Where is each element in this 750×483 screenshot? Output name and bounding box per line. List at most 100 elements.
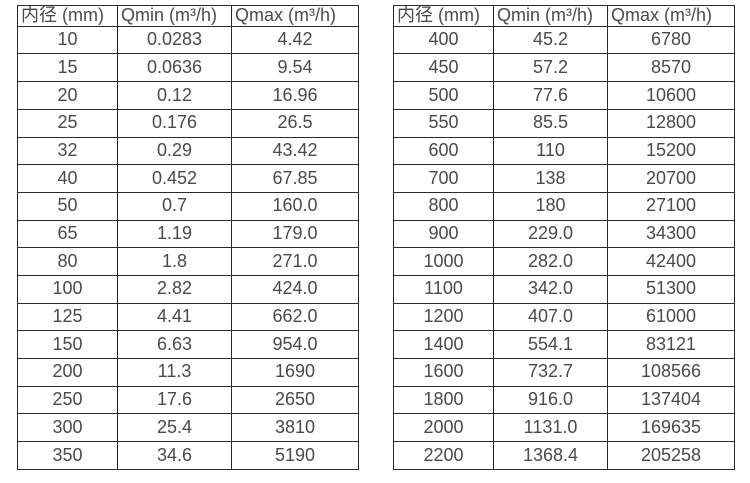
table-cell: 250 [17,385,118,415]
table-row: 20 0.12 16.96 [17,81,359,110]
table-header-cell: 内径 (mm) [393,5,494,27]
table-row: 100 2.82 424.0 [17,274,359,304]
table-cell: 57.2 [493,53,608,83]
table-cell: 40 [17,164,118,193]
table-header-cell: 内径 (mm) [17,5,118,27]
table-cell: 61000 [607,302,735,332]
table-row: 400 45.2 6780 [393,25,735,55]
table-cell: 271.0 [231,247,359,276]
table-header-cell: Qmin (m³/h) [493,5,608,27]
table-cell: 0.29 [117,136,232,166]
table-cell: 125 [17,302,118,332]
table-cell: 17.6 [117,385,232,415]
table-cell: 45.2 [493,25,608,55]
table-cell: 1368.4 [493,441,608,470]
table-cell: 42400 [607,247,735,276]
table-cell: 16.96 [231,81,359,110]
table-cell: 77.6 [493,81,608,110]
table-cell: 1131.0 [493,413,608,443]
table-cell: 15 [17,53,118,83]
table-cell: 424.0 [231,274,359,304]
table-cell: 0.7 [117,191,232,221]
table-cell: 732.7 [493,358,608,387]
table-cell: 43.42 [231,136,359,166]
table-row: 2200 1368.4 205258 [393,441,735,470]
table-cell: 8570 [607,53,735,83]
table-row: 1400 554.1 83121 [393,330,735,360]
table-cell: 15200 [607,136,735,166]
flow-range-table-right: 内径 (mm) Qmin (m³/h) Qmax (m³/h) 400 45.2 678… [393,5,735,470]
table-cell: 80 [17,247,118,276]
table-row: 300 25.4 3810 [17,413,359,443]
table-cell: 0.176 [117,108,232,138]
table-cell: 400 [393,25,494,55]
table-cell: 2650 [231,385,359,415]
table-cell: 12800 [607,108,735,138]
table-header-cell: Qmin (m³/h) [117,5,232,27]
table-cell: 11.3 [117,358,232,387]
table-cell: 179.0 [231,219,359,249]
table-row: 800 180 27100 [393,191,735,221]
table-cell: 4.42 [231,25,359,55]
table-row: 600 110 15200 [393,136,735,166]
table-cell: 1600 [393,358,494,387]
table-cell: 137404 [607,385,735,415]
table-cell: 85.5 [493,108,608,138]
table-cell: 700 [393,164,494,193]
table-cell: 150 [17,330,118,360]
table-row: 1100 342.0 51300 [393,274,735,304]
table-row: 500 77.6 10600 [393,81,735,110]
table-cell: 67.85 [231,164,359,193]
table-cell: 0.0283 [117,25,232,55]
table-row: 1600 732.7 108566 [393,358,735,387]
table-cell: 5190 [231,441,359,470]
table-head: 内径 (mm) Qmin (m³/h) Qmax (m³/h) [393,5,735,27]
table-cell: 3810 [231,413,359,443]
table-row: 40 0.452 67.85 [17,164,359,193]
table-body: 400 45.2 6780 450 57.2 8570 500 77.6 10600 550 85.… [393,25,735,470]
table-cell: 100 [17,274,118,304]
table-cell: 342.0 [493,274,608,304]
table-cell: 20700 [607,164,735,193]
table-row: 200 11.3 1690 [17,358,359,387]
table-cell: 0.452 [117,164,232,193]
table-header-row: 内径 (mm) Qmin (m³/h) Qmax (m³/h) [17,5,359,27]
table-cell: 954.0 [231,330,359,360]
table-cell: 2.82 [117,274,232,304]
table-row: 25 0.176 26.5 [17,108,359,138]
table-cell: 25.4 [117,413,232,443]
table-cell: 300 [17,413,118,443]
table-cell: 51300 [607,274,735,304]
table-row: 125 4.41 662.0 [17,302,359,332]
table-header-row: 内径 (mm) Qmin (m³/h) Qmax (m³/h) [393,5,735,27]
table-cell: 916.0 [493,385,608,415]
table-body: 10 0.0283 4.42 15 0.0636 9.54 20 0.12 16.96 25 0.1… [17,25,359,470]
table-row: 250 17.6 2650 [17,385,359,415]
table-cell: 9.54 [231,53,359,83]
table-cell: 2000 [393,413,494,443]
table-cell: 900 [393,219,494,249]
table-row: 80 1.8 271.0 [17,247,359,276]
table-cell: 50 [17,191,118,221]
table-cell: 25 [17,108,118,138]
table-cell: 108566 [607,358,735,387]
table-cell: 500 [393,81,494,110]
table-row: 65 1.19 179.0 [17,219,359,249]
table-cell: 10600 [607,81,735,110]
table-row: 450 57.2 8570 [393,53,735,83]
table-header-cell: Qmax (m³/h) [231,5,359,27]
table-cell: 1400 [393,330,494,360]
table-cell: 27100 [607,191,735,221]
table-cell: 26.5 [231,108,359,138]
table-cell: 138 [493,164,608,193]
table-cell: 6780 [607,25,735,55]
table-cell: 0.0636 [117,53,232,83]
table-cell: 180 [493,191,608,221]
table-cell: 1000 [393,247,494,276]
table-cell: 350 [17,441,118,470]
table-cell: 20 [17,81,118,110]
table-cell: 4.41 [117,302,232,332]
table-row: 2000 1131.0 169635 [393,413,735,443]
table-cell: 65 [17,219,118,249]
table-cell: 1690 [231,358,359,387]
